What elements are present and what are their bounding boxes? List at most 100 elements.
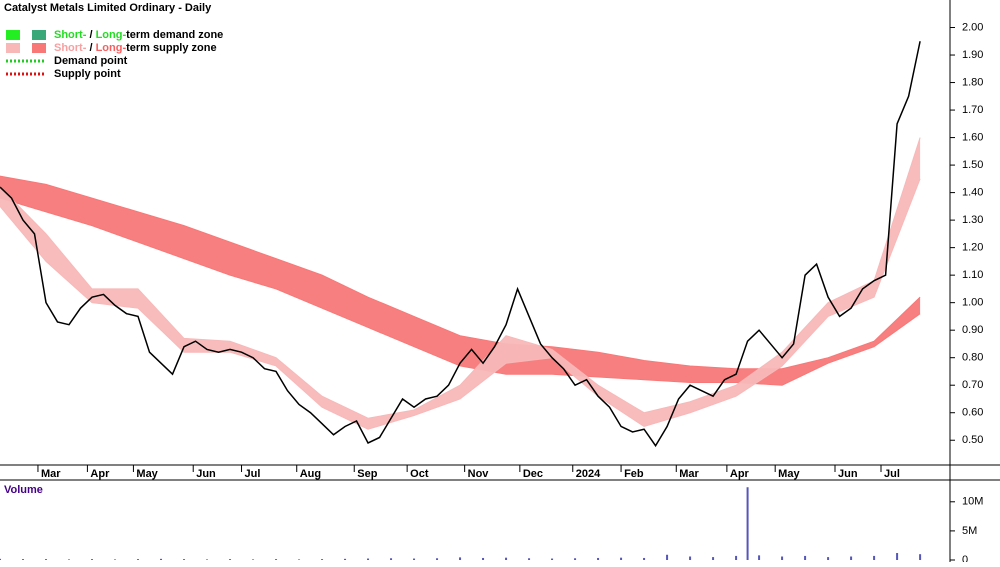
y-tick-label: 0 xyxy=(962,554,968,562)
legend-text: / xyxy=(86,29,95,41)
volume-bar xyxy=(896,553,899,560)
x-tick-label: Dec xyxy=(523,468,543,480)
volume-bar xyxy=(505,557,508,560)
volume-bar xyxy=(413,558,416,560)
volume-bar xyxy=(0,558,1,560)
volume-bar xyxy=(850,556,853,560)
y-tick-label: 0.70 xyxy=(962,379,983,391)
chart-title: Catalyst Metals Limited Ordinary - Daily xyxy=(4,2,212,14)
x-tick-label: Sep xyxy=(357,468,377,480)
volume-bar xyxy=(804,555,807,560)
y-tick-label: 1.10 xyxy=(962,269,983,281)
volume-bar xyxy=(45,559,48,560)
legend-swatch xyxy=(32,30,46,40)
x-tick-label: May xyxy=(136,468,158,480)
volume-bar xyxy=(620,557,623,560)
y-tick-label: 0.60 xyxy=(962,407,983,419)
volume-bar xyxy=(551,558,554,560)
legend-text: Long- xyxy=(96,42,127,54)
zone-band xyxy=(0,176,921,386)
legend-label: Supply point xyxy=(54,68,121,80)
y-tick-label: 1.40 xyxy=(962,187,983,199)
volume-bar xyxy=(689,556,692,560)
x-tick-label: 2024 xyxy=(576,468,601,480)
volume-bar xyxy=(436,558,439,560)
volume-bar xyxy=(528,558,531,560)
x-tick-label: May xyxy=(778,468,800,480)
volume-bar xyxy=(712,557,715,560)
x-tick-label: Apr xyxy=(730,468,750,480)
legend-label: Short- / Long-term supply zone xyxy=(54,42,217,54)
zone-upper xyxy=(0,137,921,419)
legend-text: Demand point xyxy=(54,55,128,67)
x-tick-label: Nov xyxy=(468,468,490,480)
y-tick-label: 0.50 xyxy=(962,434,983,446)
volume-bar xyxy=(298,559,301,560)
x-tick-label: Mar xyxy=(41,468,61,480)
volume-bar xyxy=(367,558,370,560)
volume-bar xyxy=(22,559,25,560)
volume-bar xyxy=(275,559,278,560)
volume-bar xyxy=(666,554,669,560)
y-tick-label: 5M xyxy=(962,525,977,537)
volume-bar xyxy=(137,559,140,560)
volume-bar xyxy=(643,557,646,560)
volume-bar xyxy=(68,559,71,560)
legend-text: term supply zone xyxy=(126,42,216,54)
y-tick-label: 1.80 xyxy=(962,76,983,88)
volume-bar xyxy=(781,556,784,560)
legend-swatch xyxy=(6,30,20,40)
y-tick-label: 1.70 xyxy=(962,104,983,116)
volume-bar xyxy=(919,554,922,560)
volume-bar xyxy=(597,557,600,560)
volume-bar xyxy=(735,555,738,560)
volume-bar xyxy=(482,557,485,560)
volume-bar xyxy=(827,557,830,560)
x-tick-label: Jun xyxy=(196,468,216,480)
x-tick-label: Aug xyxy=(300,468,321,480)
volume-bar xyxy=(574,558,577,560)
volume-bar xyxy=(321,559,324,560)
legend-label: Demand point xyxy=(54,55,128,67)
volume-bar xyxy=(758,555,761,560)
volume-bar xyxy=(160,558,163,560)
legend-text: Long- xyxy=(96,29,127,41)
legend-text: Supply point xyxy=(54,68,121,80)
volume-bar xyxy=(390,558,393,560)
volume-bar xyxy=(91,559,94,560)
x-tick-label: Mar xyxy=(679,468,699,480)
y-tick-label: 10M xyxy=(962,496,983,508)
y-tick-label: 1.30 xyxy=(962,214,983,226)
volume-bar xyxy=(344,558,347,560)
legend-text: Short- xyxy=(54,42,87,54)
volume-bar xyxy=(229,559,232,560)
zone-lower xyxy=(0,178,921,430)
volume-bar xyxy=(873,555,876,560)
volume-bar xyxy=(183,559,186,560)
y-tick-label: 1.20 xyxy=(962,242,983,254)
volume-title: Volume xyxy=(4,484,43,496)
legend-text: Short- xyxy=(54,29,87,41)
legend-text: / xyxy=(86,42,95,54)
volume-bar xyxy=(746,487,749,560)
volume-bar xyxy=(206,559,209,560)
y-tick-label: 1.60 xyxy=(962,131,983,143)
y-tick-label: 2.00 xyxy=(962,21,983,33)
x-tick-label: Oct xyxy=(410,468,429,480)
volume-bar xyxy=(114,559,117,560)
price-line xyxy=(0,41,921,448)
y-tick-label: 1.50 xyxy=(962,159,983,171)
y-tick-label: 0.80 xyxy=(962,352,983,364)
volume-bar xyxy=(459,557,462,560)
zone-lower xyxy=(0,197,921,386)
legend-text: term demand zone xyxy=(126,29,223,41)
x-tick-label: Jul xyxy=(884,468,900,480)
x-tick-label: Jul xyxy=(245,468,261,480)
y-tick-label: 1.90 xyxy=(962,49,983,61)
volume-bar xyxy=(252,559,255,560)
y-tick-label: 0.90 xyxy=(962,324,983,336)
y-tick-label: 1.00 xyxy=(962,297,983,309)
legend-swatch xyxy=(32,43,46,53)
x-tick-label: Apr xyxy=(90,468,110,480)
